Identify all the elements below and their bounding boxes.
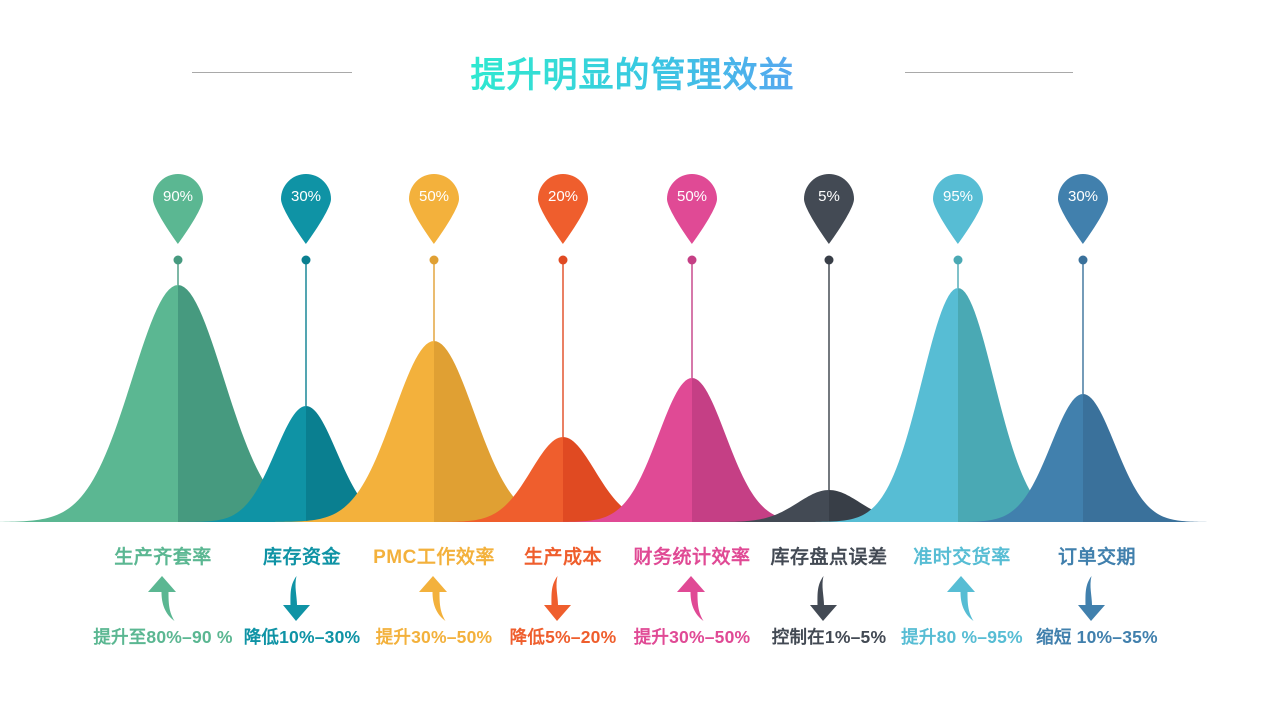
bell-curve-6 (705, 490, 953, 522)
curve-half-right (829, 490, 953, 522)
legend-title: 生产成本 (523, 547, 602, 568)
page-title: 提升明显的管理效益 (470, 47, 794, 98)
curve-half-left (559, 378, 692, 522)
legend-arrow-down (719, 573, 939, 625)
legend-arrow-up (324, 573, 544, 625)
legend-arrow-up (582, 573, 802, 625)
arrow-down-icon (1078, 576, 1105, 621)
curve-half-left (956, 394, 1083, 522)
arrow-up-icon (677, 576, 705, 621)
legend-title: 库存资金 (262, 547, 341, 568)
legend-arrow-down (192, 573, 412, 625)
bell-curve-5 (559, 378, 825, 522)
legend-item-8[interactable]: 订单交期缩短 10%–35% (987, 545, 1207, 649)
bell-curve-7 (815, 288, 1101, 522)
arrow-down-icon (810, 576, 837, 621)
bell-curve-3 (275, 341, 593, 522)
curve-half-right (958, 288, 1101, 522)
legend-title: PMC工作效率 (373, 547, 495, 568)
legend-item-2[interactable]: 库存资金降低10%–30% (192, 545, 412, 649)
header-rule-left (192, 71, 353, 73)
pin-marker-8[interactable]: 30% (1054, 172, 1112, 244)
legend-value: 提升30%–50% (633, 627, 751, 647)
legend-title: 财务统计效率 (633, 547, 751, 568)
pin-shape-icon (1058, 174, 1108, 244)
curve-half-right (306, 406, 428, 522)
pin-shape-icon (281, 174, 331, 244)
legend-row: 生产齐套率 提升至80%–90 % 库存资金 降低10%–30% PMC工作效率 提升30… (0, 545, 1265, 710)
legend-arrow-down (987, 573, 1207, 625)
legend-value: 降低5%–20% (509, 627, 617, 647)
legend-arrow-down (453, 573, 673, 625)
legend-value: 降低10%–30% (243, 627, 361, 647)
pin-anchor-dot-4 (558, 255, 568, 265)
legend-value: 控制在1%–5% (771, 627, 887, 647)
legend-title: 准时交货率 (913, 547, 1011, 568)
pin-marker-5[interactable]: 50% (663, 172, 721, 244)
pin-shape-icon (409, 174, 459, 244)
curve-half-left (0, 285, 178, 522)
legend-item-3[interactable]: PMC工作效率 提升30%–50% (324, 545, 544, 649)
bell-curve-2 (184, 406, 428, 522)
arrow-up-icon (419, 576, 447, 621)
pin-shape-icon (538, 174, 588, 244)
legend-value: 缩短 10%–35% (1036, 627, 1158, 647)
legend-title: 订单交期 (1057, 547, 1136, 568)
pin-shape-icon (667, 174, 717, 244)
legend-title: 生产齐套率 (114, 547, 212, 568)
page-header: 提升明显的管理效益 (0, 42, 1265, 102)
pin-shape-icon (933, 174, 983, 244)
bell-curve-chart: 90% 30% 50% 20% 50% 5% 95% 30% (0, 150, 1265, 540)
arrow-up-icon (148, 576, 176, 621)
curve-half-left (275, 341, 434, 522)
pin-shape-icon (804, 174, 854, 244)
curve-half-left (705, 490, 829, 522)
legend-item-4[interactable]: 生产成本降低5%–20% (453, 545, 673, 649)
legend-value: 提升30%–50% (375, 627, 493, 647)
pin-anchor-dot-3 (429, 255, 439, 265)
legend-item-7[interactable]: 准时交货率提升80 %–95% (852, 545, 1072, 649)
header-rule-right (904, 71, 1073, 73)
pin-marker-2[interactable]: 30% (277, 172, 335, 244)
pin-marker-6[interactable]: 5% (800, 172, 858, 244)
pin-anchor-dot-1 (173, 255, 183, 265)
legend-value: 提升至80%–90 % (93, 627, 233, 647)
bell-curve-1 (0, 285, 360, 522)
legend-arrow-up (852, 573, 1072, 625)
legend-item-5[interactable]: 财务统计效率 提升30%–50% (582, 545, 802, 649)
arrow-down-icon (283, 576, 310, 621)
legend-item-6[interactable]: 库存盘点误差 控制在1%–5% (719, 545, 939, 649)
pin-marker-7[interactable]: 95% (929, 172, 987, 244)
bell-curves-svg (0, 260, 1210, 522)
arrow-down-icon (544, 576, 571, 621)
legend-item-1[interactable]: 生产齐套率提升至80%–90 % (53, 545, 273, 649)
pin-anchor-dot-7 (953, 255, 963, 265)
pin-shape-icon (153, 174, 203, 244)
curve-half-right (1083, 394, 1210, 522)
arrow-up-icon (947, 576, 975, 621)
curve-half-right (178, 285, 360, 522)
legend-value: 提升80 %–95% (901, 627, 1023, 647)
pin-marker-3[interactable]: 50% (405, 172, 463, 244)
curve-half-right (434, 341, 593, 522)
curve-half-left (436, 437, 563, 522)
curve-half-left (184, 406, 306, 522)
pin-anchor-dot-8 (1078, 255, 1088, 265)
curve-half-right (563, 437, 690, 522)
pin-anchor-dot-2 (301, 255, 311, 265)
bell-curve-8 (956, 394, 1210, 522)
pin-anchor-dot-5 (687, 255, 697, 265)
curve-half-left (815, 288, 958, 522)
curve-half-right (692, 378, 825, 522)
pin-marker-1[interactable]: 90% (149, 172, 207, 244)
legend-title: 库存盘点误差 (770, 547, 888, 568)
pin-marker-4[interactable]: 20% (534, 172, 592, 244)
bell-curve-4 (436, 437, 690, 522)
pin-anchor-dot-6 (824, 255, 834, 265)
legend-arrow-up (53, 573, 273, 625)
